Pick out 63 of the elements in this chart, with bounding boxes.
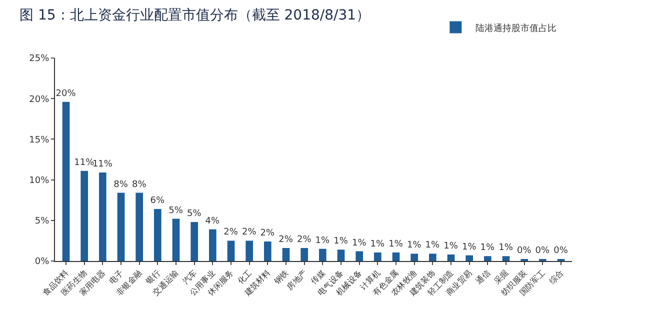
data-label: 8% [132,180,147,190]
data-label: 1% [498,243,514,254]
data-label: 1% [352,238,367,248]
data-label: 4% [205,216,220,226]
y-tick-label: 20% [29,94,50,105]
data-label: 1% [388,239,404,250]
bar [190,222,198,261]
data-label: 0% [535,246,550,256]
data-label: 1% [334,236,348,247]
bar [80,170,88,261]
y-tick-label: 15% [29,135,50,146]
bar [209,229,216,261]
data-label: 1% [462,242,477,252]
data-label: 5% [186,209,202,220]
y-tick-label: 0% [34,257,50,268]
bar [136,192,143,261]
bar [246,240,253,261]
x-tick-label: 综合 [548,268,566,286]
bar [410,254,418,261]
data-label: 5% [168,206,184,216]
data-label: 0% [516,246,532,256]
data-label: 2% [224,228,238,238]
data-label: 1% [315,236,330,246]
bar [282,248,290,261]
legend-label: 陆港通持股市值占比 [476,22,557,34]
x-tick-label: 通信 [474,268,492,286]
data-label: 0% [554,246,568,256]
data-label: 2% [278,235,294,246]
data-label: 11% [74,158,95,168]
bar [337,250,345,261]
bar [374,252,382,261]
data-label: 11% [92,159,113,170]
data-label: 2% [296,235,312,246]
data-label: 6% [150,196,166,206]
y-tick-label: 25% [29,54,50,64]
bar [484,256,492,261]
data-label: 1% [444,242,458,252]
bar [447,254,455,261]
bar [392,252,400,261]
chart-title: 图 15：北上资金行业配置市值分布（截至 2018/8/31） [20,7,370,24]
y-tick-label: 10% [29,176,50,186]
bar [172,218,180,261]
bar [117,192,125,261]
bar [319,248,326,261]
data-label: 20% [56,88,76,99]
data-label: 2% [260,228,276,239]
data-label: 8% [114,180,128,190]
data-label: 1% [425,240,440,251]
bar [264,242,272,261]
bar [62,102,70,261]
data-label: 2% [242,228,257,238]
y-tick-label: 5% [34,216,50,227]
bar [154,209,162,261]
bar [300,248,308,261]
bar [466,255,473,261]
bar [356,251,363,261]
data-label: 1% [480,243,496,254]
bar [227,240,235,261]
data-label: 1% [406,240,422,251]
bar [429,254,436,261]
data-label: 1% [370,239,386,250]
bar [99,172,106,261]
bar [502,256,510,261]
